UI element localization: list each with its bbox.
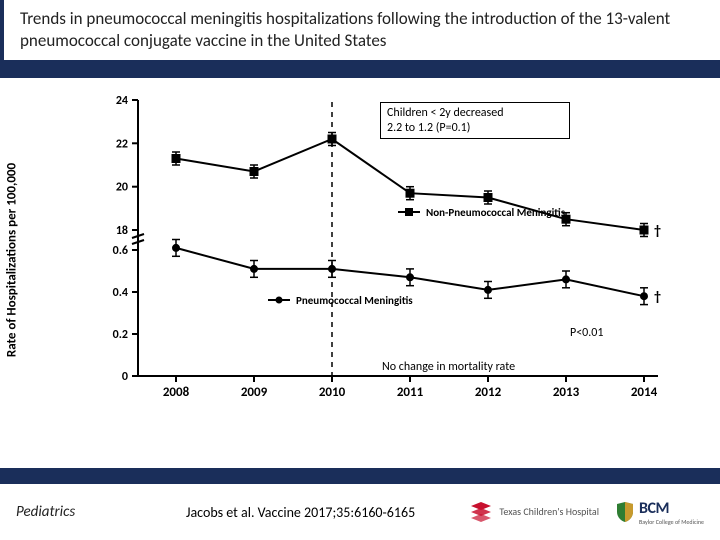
svg-text:2012: 2012 [475,385,502,398]
legend: Non-Pneumococcal Meningitis Pneumococcal… [268,206,566,307]
svg-text:0.2: 0.2 [113,328,128,342]
svg-text:2009: 2009 [241,385,268,398]
page-title: Trends in pneumococcal meningitis hospit… [20,8,704,52]
series-nonpneumo: † [172,133,661,240]
logo-tc-text: Texas Children's Hospital [499,507,599,517]
stack-icon [469,501,493,523]
logo-group: Texas Children's Hospital BCM Baylor Col… [469,499,704,526]
footer-citation: Jacobs et al. Vaccine 2017;35:6160-6165 [146,504,469,521]
x-ticks: 2008 2009 2010 2011 2012 2013 2014 [163,376,658,398]
shield-icon [615,501,635,523]
footer-section: Pediatrics [16,503,146,521]
svg-text:2014: 2014 [631,385,658,398]
chart: Rate of Hospitalizations per 100,000 Chi… [40,84,680,436]
footer: Pediatrics Jacobs et al. Vaccine 2017;35… [0,484,720,540]
chart-svg: 18 20 22 24 0 0.2 0.4 0.6 2008 [98,90,668,398]
title-bar: Trends in pneumococcal meningitis hospit… [0,0,720,60]
logo-bcm-sub: Baylor College of Medicine [639,518,704,526]
svg-text:0: 0 [122,370,128,384]
svg-text:Pneumococcal Meningitis: Pneumococcal Meningitis [296,294,413,307]
svg-text:Non-Pneumococcal Meningitis: Non-Pneumococcal Meningitis [426,206,566,219]
svg-text:2013: 2013 [553,385,580,398]
svg-text:0.4: 0.4 [113,286,128,300]
svg-text:24: 24 [116,94,128,108]
navy-band-bottom [0,468,720,484]
navy-band-top [0,60,720,78]
series-pneumo: † [172,240,661,306]
svg-text:18: 18 [116,224,128,238]
y-axis-label: Rate of Hospitalizations per 100,000 [5,163,20,357]
svg-text:2010: 2010 [319,385,346,398]
svg-text:†: † [654,222,661,239]
svg-text:20: 20 [116,181,128,195]
svg-text:†: † [654,288,661,305]
y-ticks-upper: 18 20 22 24 [116,94,138,238]
logo-bcm-text: BCM [639,499,704,518]
svg-text:2008: 2008 [163,385,190,398]
logo-bcm: BCM Baylor College of Medicine [615,499,704,526]
svg-text:2011: 2011 [397,385,424,398]
logo-texas-childrens: Texas Children's Hospital [469,501,599,523]
y-ticks-lower: 0 0.2 0.4 0.6 [113,244,138,384]
svg-text:22: 22 [116,137,128,151]
svg-text:0.6: 0.6 [113,244,128,258]
